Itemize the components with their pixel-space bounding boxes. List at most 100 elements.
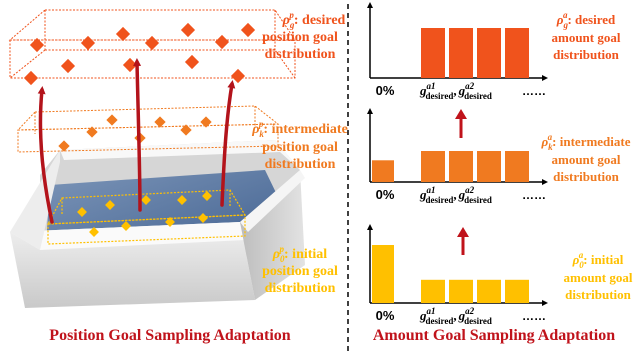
goal-point [184,54,200,70]
svg-text:amount goal: amount goal [552,152,621,167]
goal-point [198,213,208,223]
chart-bar [421,151,445,182]
ellipsis-label: …… [522,309,546,323]
svg-text:ρ0p: initial: ρ0p: initial [272,244,327,264]
intermediate-amount-label: ρka: intermediate amount goal distributi… [540,132,630,184]
chart-bar [449,151,473,182]
svg-text:ρka: intermediate: ρka: intermediate [540,132,630,152]
svg-text:position goal: position goal [262,30,338,45]
goal-amount-tick-label: ga1 desired, ga2 desired [419,306,492,326]
chart-bar [505,151,529,182]
goal-point [180,22,196,38]
svg-text:ρgp: desired: ρgp: desired [282,10,346,30]
svg-text:position goal: position goal [262,140,338,155]
svg-text:distribution: distribution [565,287,632,302]
chart-bar [372,245,394,303]
svg-text:ρkp: intermediate: ρkp: intermediate [251,119,348,139]
svg-text:amount goal: amount goal [564,270,633,285]
goal-point [29,37,45,53]
intermediate-position-label: ρkp: intermediate position goal distribu… [251,119,348,172]
box-right-wall [240,170,305,300]
svg-text:ρga: desired: ρga: desired [556,10,616,30]
svg-text:ρ0a: initial: ρ0a: initial [572,250,624,270]
ellipsis-label: …… [522,188,546,202]
svg-text:position goal: position goal [262,264,338,279]
svg-text:distribution: distribution [265,281,336,296]
goal-point [105,200,115,210]
initial-goal-points [77,191,212,237]
goal-point [200,116,212,128]
amount-chart-initial: 0% ga1 desired, ga2 desired …… [367,224,548,326]
initial-position-label: ρ0p: initial position goal distribution [262,244,338,296]
goal-amount-tick-label: ga1 desired, ga2 desired [419,185,492,205]
goal-point [154,116,166,128]
intermediate-prism [16,105,280,153]
adaptation-arrow-left [37,86,54,224]
chart-bar [449,28,473,78]
initial-prism [46,189,247,245]
goal-point [165,217,175,227]
adaptation-arrow-right [220,80,236,207]
box-back-rim [60,140,300,170]
ellipsis-label: …… [522,84,546,98]
svg-text:distribution: distribution [553,169,620,184]
chart-bar [505,279,529,303]
amount-chart-intermediate: 0% ga1 desired, ga2 desired …… [367,108,548,205]
desired-position-label: ρgp: desired position goal distribution [262,10,345,62]
y-axis-arrow [367,224,373,230]
goal-point [89,227,99,237]
goal-point [144,35,160,51]
right-caption: Amount Goal Sampling Adaptation [373,327,615,344]
svg-text:amount goal: amount goal [552,30,621,45]
svg-text:distribution: distribution [265,157,336,172]
zero-percent-label: 0% [376,308,395,323]
left-caption: Position Goal Sampling Adaptation [49,327,290,344]
y-axis-arrow [367,108,373,114]
goal-point [202,191,212,201]
goal-point [77,207,87,217]
goal-point [115,26,131,42]
desired-amount-label: ρga: desired amount goal distribution [552,10,621,62]
adaptation-arrows [37,58,236,224]
goal-point [177,195,187,205]
rho-symbol: ρ [282,13,290,28]
x-axis-arrow [542,75,548,81]
x-axis-arrow [542,300,548,306]
x-axis-arrow [542,179,548,185]
goal-point [60,58,76,74]
amount-up-arrows [455,109,469,255]
chart-bar [449,279,473,303]
goal-point [141,195,151,205]
zero-percent-label: 0% [376,83,395,98]
svg-text:distribution: distribution [553,47,620,62]
goal-point [121,221,131,231]
goal-point [122,57,138,73]
goal-point [80,35,96,51]
sandbox-container [10,140,305,308]
amount-chart-desired: 0% ga1 desired, ga2 desired …… [367,2,548,101]
chart-bar [372,160,394,182]
chart-bar [505,28,529,78]
desired-prism [8,9,296,79]
chart-bar [477,28,501,78]
chart-bar [421,279,445,303]
zero-percent-label: 0% [376,187,395,202]
chart-bar [477,279,501,303]
chart-bar [421,28,445,78]
chart-bar [477,151,501,182]
goal-amount-tick-label: ga1 desired, ga2 desired [419,81,492,101]
adaptation-arrow-center [133,58,142,212]
svg-text:distribution: distribution [265,47,336,62]
goal-point [230,68,246,84]
box-right-rim [240,170,305,232]
box-top-rim [10,222,245,250]
initial-amount-label: ρ0a: initial amount goal distribution [564,250,633,302]
amount-charts: 0% ga1 desired, ga2 desired …… 0% ga1 desired, ga… [367,2,548,326]
goal-point [240,22,256,38]
goal-point [214,34,230,50]
y-axis-arrow [367,2,373,8]
desired-goal-points [23,22,256,86]
goal-point [106,114,118,126]
box-left-wall [10,150,60,250]
